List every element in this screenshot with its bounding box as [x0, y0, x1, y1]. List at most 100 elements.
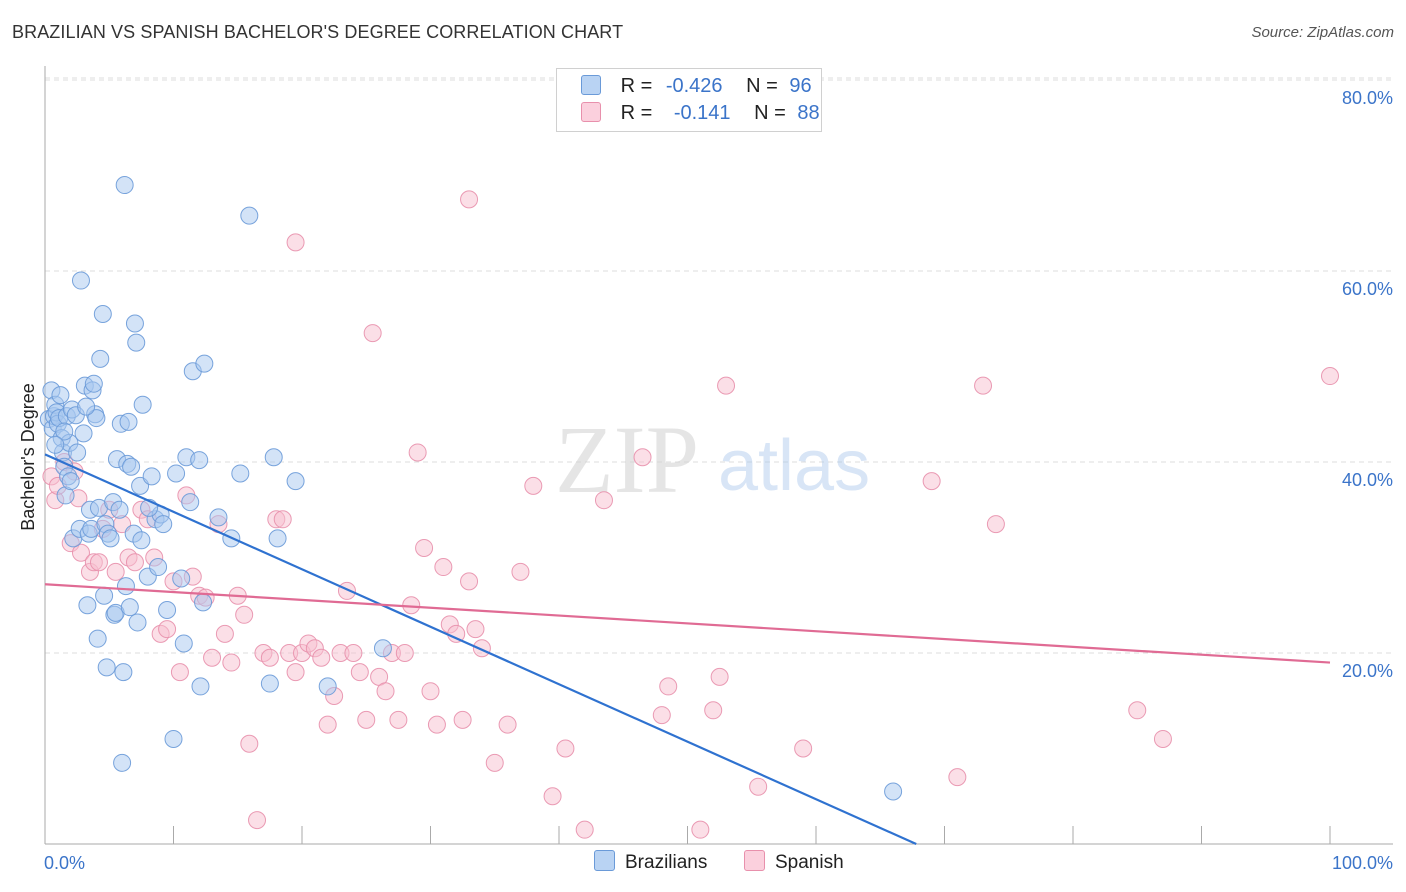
- spanish-point: [89, 553, 108, 572]
- spanish-point: [524, 476, 543, 495]
- brazilian-point: [154, 515, 173, 534]
- spanish-point: [376, 682, 395, 701]
- brazilian-point: [115, 176, 134, 195]
- brazilian-point: [74, 424, 93, 443]
- spanish-point: [363, 324, 382, 343]
- bottom-legend-swatch-blue: [594, 850, 615, 872]
- bottom-legend-spanish: Spanish: [744, 850, 844, 874]
- brazilian-point: [119, 412, 138, 431]
- spanish-point: [498, 715, 517, 734]
- legend-r-value: -0.426: [665, 75, 723, 97]
- spanish-point: [248, 811, 267, 830]
- bottom-legend-brazilians: Brazilians: [594, 850, 708, 874]
- spanish-point: [260, 648, 279, 667]
- brazilian-point: [174, 634, 193, 653]
- x-tick-label: 0.0%: [44, 853, 85, 873]
- brazilian-trend-line: [44, 453, 917, 846]
- tick-labels: 20.0% 40.0% 60.0% 80.0% 0.0% 100.0%: [44, 88, 1393, 873]
- brazilian-point: [142, 467, 161, 486]
- spanish-point: [749, 777, 768, 796]
- bottom-legend-label: Brazilians: [625, 852, 708, 873]
- spanish-point: [922, 472, 941, 491]
- brazilian-point: [132, 531, 151, 550]
- y-tick-label: 60.0%: [1342, 279, 1393, 299]
- brazilian-point: [128, 613, 147, 632]
- spanish-point: [1128, 701, 1147, 720]
- spanish-point: [543, 787, 562, 806]
- trend-lines: [44, 453, 1331, 846]
- brazilian-point: [61, 472, 80, 491]
- spanish-point: [460, 572, 479, 591]
- spanish-point: [556, 739, 575, 758]
- spanish-point: [158, 620, 177, 639]
- watermark: ZIP atlas: [555, 406, 870, 513]
- spanish-point: [344, 644, 363, 662]
- brazilian-point: [84, 374, 103, 393]
- brazilian-point: [318, 677, 337, 696]
- source-credit: Source: ZipAtlas.com: [1251, 24, 1394, 41]
- brazilian-point: [231, 464, 250, 483]
- spanish-point: [974, 376, 993, 395]
- brazilian-point: [68, 443, 87, 462]
- spanish-point: [1321, 367, 1339, 386]
- y-axis-label: Bachelor's Degree: [18, 383, 38, 531]
- legend-swatch-blue: [581, 74, 601, 95]
- brazilian-point: [77, 397, 96, 416]
- spanish-point: [434, 558, 453, 577]
- spanish-point: [575, 820, 594, 839]
- legend-n-label: N =: [754, 102, 786, 124]
- correlation-legend: R = -0.426 N = 96 R = -0.141 N = 88: [556, 68, 822, 132]
- brazilian-point: [95, 586, 114, 605]
- brazilian-point: [133, 395, 152, 414]
- brazilian-point: [181, 493, 200, 512]
- spanish-point: [659, 677, 678, 696]
- brazilian-point: [164, 729, 183, 748]
- spanish-trend-line: [44, 583, 1331, 664]
- spanish-point: [318, 715, 337, 734]
- spanish-point: [408, 443, 427, 462]
- spanish-point: [652, 706, 671, 725]
- brazilian-point: [373, 639, 392, 658]
- spanish-point: [460, 190, 479, 209]
- legend-r-label: R =: [620, 75, 653, 97]
- brazilian-point: [120, 598, 139, 617]
- spanish-point: [710, 667, 729, 686]
- spanish-point: [986, 515, 1005, 534]
- brazilian-point: [87, 409, 106, 428]
- spanish-points: [42, 190, 1339, 839]
- brazilian-point: [122, 457, 141, 476]
- brazilian-point: [114, 663, 133, 682]
- brazilian-point: [55, 422, 74, 441]
- spanish-point: [350, 663, 369, 682]
- spanish-point: [415, 538, 434, 557]
- spanish-point: [203, 648, 222, 667]
- legend-row-brazilians: R = -0.426 N = 96: [581, 74, 812, 99]
- legend-n-value: 96: [789, 75, 812, 97]
- brazilian-point: [46, 435, 65, 454]
- brazilian-point: [101, 529, 120, 548]
- brazilian-point: [209, 508, 228, 527]
- brazilian-point: [195, 354, 214, 373]
- spanish-point: [240, 734, 259, 753]
- spanish-point: [357, 710, 376, 729]
- spanish-point: [389, 710, 408, 729]
- brazilian-point: [78, 596, 97, 615]
- spanish-point: [466, 620, 485, 639]
- brazilian-point: [884, 782, 903, 801]
- spanish-point: [794, 739, 813, 758]
- legend-n-label: N =: [746, 75, 778, 97]
- spanish-point: [71, 543, 90, 562]
- spanish-point: [286, 233, 305, 252]
- spanish-point: [215, 624, 234, 643]
- brazilian-points: [39, 176, 903, 801]
- spanish-point: [235, 605, 254, 624]
- spanish-point: [421, 682, 440, 701]
- brazilian-point: [260, 674, 279, 693]
- watermark-atlas: atlas: [718, 426, 870, 506]
- spanish-point: [170, 663, 189, 682]
- spanish-point: [717, 376, 736, 395]
- legend-row-spanish: R = -0.141 N = 88: [581, 101, 820, 126]
- y-tick-label: 20.0%: [1342, 661, 1393, 681]
- spanish-point: [106, 562, 125, 581]
